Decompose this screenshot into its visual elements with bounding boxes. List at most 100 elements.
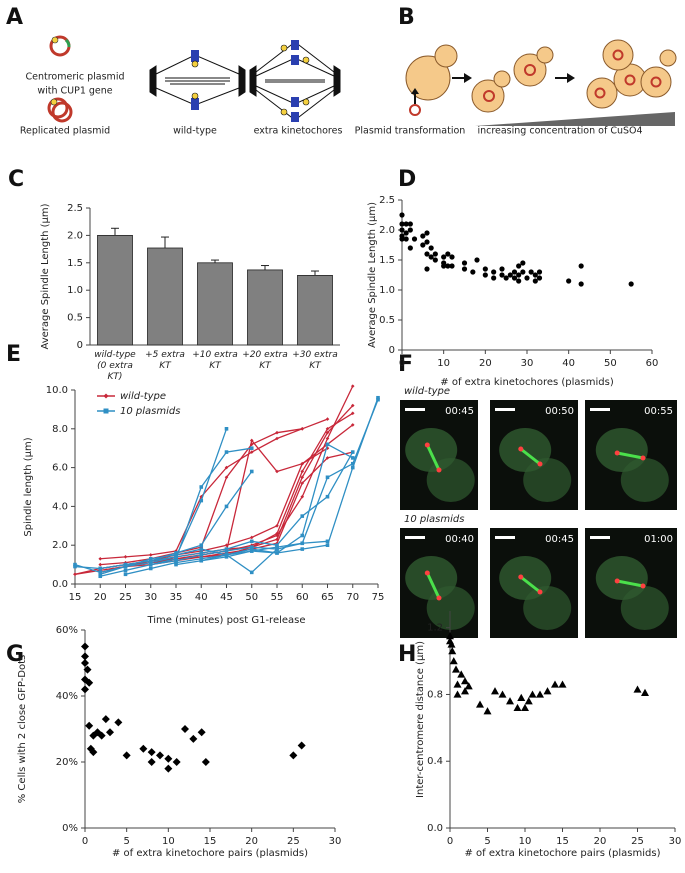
point: [81, 652, 89, 661]
point: [407, 227, 413, 233]
point: [399, 227, 405, 233]
point: [101, 715, 110, 724]
point: [566, 278, 572, 284]
x-tick-label: 35: [170, 592, 183, 603]
point: [424, 230, 430, 236]
spot: [614, 578, 620, 584]
point: [441, 263, 447, 269]
x-tick-label: 30: [144, 592, 157, 603]
trace-point: [224, 547, 229, 551]
trace-point: [249, 535, 254, 540]
trace-point: [199, 498, 204, 503]
trace-point: [224, 427, 229, 431]
point: [81, 642, 89, 651]
y-tick-label: 0: [77, 340, 83, 351]
spot: [436, 467, 442, 473]
trace-point: [199, 485, 204, 489]
point: [147, 758, 156, 766]
x-tick-label: 0: [82, 836, 88, 847]
cell-glow: [523, 586, 572, 630]
point: [449, 254, 455, 260]
point: [445, 251, 451, 257]
x-tick-label: 75: [372, 592, 385, 603]
trace-point: [73, 572, 77, 577]
point: [432, 257, 438, 263]
point: [520, 260, 526, 266]
point: [503, 275, 509, 281]
trace-point: [174, 555, 178, 559]
point: [528, 269, 534, 275]
trace-point: [249, 469, 254, 474]
panel-letter: G: [6, 642, 24, 667]
point: [403, 230, 409, 236]
trace-point: [275, 469, 279, 474]
trace-point: [148, 558, 153, 563]
x-tick-label: 0: [399, 358, 405, 369]
trace: [125, 443, 354, 575]
x-tick-label-box: +20 extra KT: [242, 350, 287, 371]
y-tick-label: 0.8: [427, 689, 443, 700]
point: [420, 233, 426, 239]
spindle-extra: [249, 40, 341, 122]
point: [445, 263, 451, 269]
x-tick-label: 10: [162, 836, 175, 847]
trace-point: [148, 553, 153, 557]
trace-point: [148, 566, 153, 571]
bar: [197, 262, 233, 346]
timestamp: 01:00: [644, 534, 673, 545]
panel-letter: C: [8, 167, 24, 192]
y-tick-label: 0: [389, 345, 395, 356]
trace: [74, 385, 354, 575]
y-tick-label: 2.0: [67, 230, 83, 241]
y-tick-label: 0.0: [427, 823, 443, 834]
point: [441, 254, 447, 260]
trace-point: [325, 543, 330, 547]
x-tick-label: 55: [271, 592, 284, 603]
y-tick-label: 0.5: [67, 313, 83, 324]
point: [201, 758, 210, 766]
point: [483, 707, 492, 715]
trace-point: [224, 504, 229, 509]
point: [464, 682, 473, 690]
trace-point: [275, 541, 279, 546]
trace-point: [325, 456, 330, 460]
point: [506, 697, 514, 705]
x-tick-label: 65: [321, 592, 334, 603]
trace-point: [224, 475, 229, 480]
trace-point: [275, 545, 279, 549]
point: [482, 266, 488, 272]
x-tick-label: wild-type (0 extra KT): [94, 350, 136, 380]
spot: [640, 583, 646, 589]
point: [85, 721, 94, 730]
row-title: 10 plasmids: [404, 514, 464, 525]
x-tick-label: 60: [646, 358, 659, 369]
point: [453, 690, 462, 698]
point: [521, 703, 529, 712]
point: [516, 278, 522, 284]
scale-bar: [495, 536, 515, 539]
point: [407, 221, 413, 227]
y-tick-label: 10.0: [46, 385, 68, 396]
point: [536, 690, 544, 698]
point: [517, 693, 526, 701]
point: [89, 748, 98, 757]
point: [424, 251, 430, 257]
trace-point: [350, 456, 355, 460]
y-tick-label: 20%: [56, 757, 78, 768]
trace-point: [350, 465, 355, 470]
x-tick-label: 15: [556, 836, 569, 847]
spindle: [616, 451, 644, 460]
spot: [640, 455, 646, 461]
point: [420, 242, 426, 248]
trace-point: [98, 556, 103, 561]
trace: [150, 399, 379, 566]
y-tick-label: 60%: [56, 625, 78, 636]
point: [428, 245, 434, 251]
y-axis-label: Spindle length (µm): [23, 437, 34, 536]
x-tick-label: 5: [123, 836, 129, 847]
point: [453, 680, 462, 688]
x-tick-label: 30: [329, 836, 342, 847]
y-axis-label: Inter-centromere distance (µm): [415, 641, 426, 798]
trace-point: [325, 475, 330, 480]
trace-point: [275, 551, 279, 555]
